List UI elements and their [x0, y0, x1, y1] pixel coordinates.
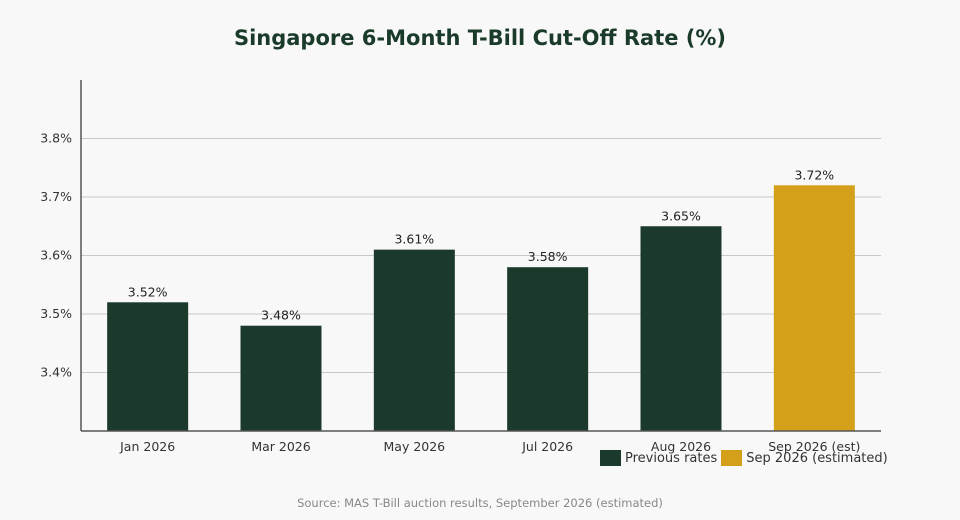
- chart-legend: Previous rates Sep 2026 (estimated): [600, 450, 892, 466]
- x-tick-label: May 2026: [384, 439, 446, 454]
- bar: [240, 325, 322, 431]
- data-label: 3.58%: [528, 249, 568, 264]
- y-tick-label: 3.8%: [40, 131, 72, 146]
- legend-swatch-estimated: [721, 450, 743, 466]
- legend-swatch-previous: [600, 450, 621, 466]
- chart-source: Source: MAS T-Bill auction results, Sept…: [297, 496, 663, 510]
- data-label: 3.61%: [394, 232, 434, 247]
- data-label: 3.65%: [661, 208, 701, 223]
- legend-label-estimated: Sep 2026 (estimated): [746, 450, 888, 466]
- y-tick-label: 3.6%: [40, 248, 72, 263]
- bar: [773, 185, 855, 431]
- chart-title: Singapore 6-Month T-Bill Cut-Off Rate (%…: [233, 26, 727, 50]
- y-tick-label: 3.5%: [40, 306, 72, 321]
- data-label: 3.48%: [261, 308, 301, 323]
- x-tick-label: Jan 2026: [119, 439, 175, 454]
- bar: [107, 302, 189, 431]
- bar: [507, 267, 589, 431]
- x-tick-label: Sep 2026 (est): [768, 439, 860, 454]
- legend-item-estimated: Sep 2026 (estimated): [721, 450, 888, 466]
- x-tick-label: Aug 2026: [651, 439, 711, 454]
- y-tick-label: 3.4%: [40, 365, 72, 380]
- y-tick-label: 3.7%: [40, 189, 72, 204]
- legend-item-previous: Previous rates: [600, 450, 717, 466]
- x-tick-label: Jul 2026: [521, 439, 573, 454]
- data-label: 3.72%: [794, 167, 834, 182]
- data-label: 3.52%: [128, 284, 168, 299]
- x-tick-label: Mar 2026: [251, 439, 310, 454]
- bar: [373, 249, 455, 431]
- bar: [640, 226, 722, 431]
- legend-label-previous: Previous rates: [625, 450, 718, 466]
